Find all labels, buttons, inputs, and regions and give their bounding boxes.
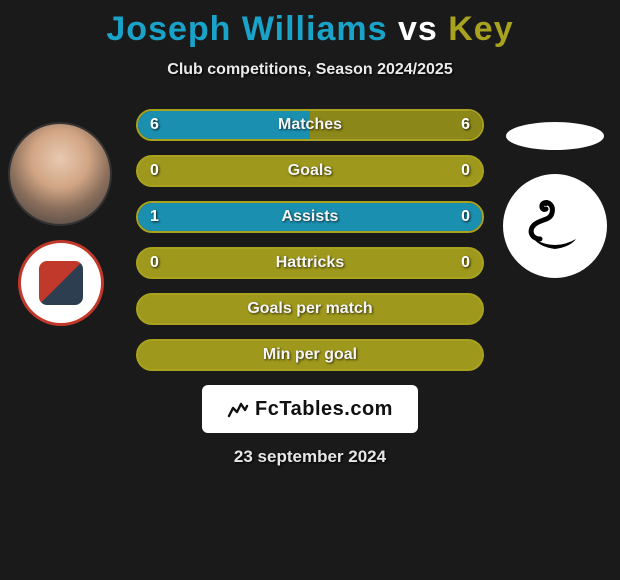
stat-row: Goals per match: [136, 293, 484, 325]
site-badge: FcTables.com: [202, 385, 418, 433]
stat-label: Matches: [138, 111, 482, 139]
left-avatars: [8, 122, 123, 340]
vs-label: vs: [398, 10, 438, 48]
stat-label: Goals per match: [138, 295, 482, 323]
stat-row: 00Goals: [136, 155, 484, 187]
player2-small-badge: [506, 122, 604, 150]
swan-icon: [520, 191, 590, 261]
stat-row: Min per goal: [136, 339, 484, 371]
stat-row: 10Assists: [136, 201, 484, 233]
player2-name: Key: [448, 10, 513, 48]
stat-label: Hattricks: [138, 249, 482, 277]
player1-photo: [8, 122, 112, 226]
right-avatars: [497, 122, 612, 278]
player1-club-badge: [18, 240, 104, 326]
snapshot-date: 23 september 2024: [0, 447, 620, 467]
stat-row: 00Hattricks: [136, 247, 484, 279]
stat-label: Assists: [138, 203, 482, 231]
player1-name: Joseph Williams: [106, 10, 387, 48]
stats-list: 66Matches 00Goals 10Assists 00Hattricks Goal…: [136, 109, 484, 371]
fctables-icon: [227, 398, 249, 420]
stat-label: Goals: [138, 157, 482, 185]
site-name: FcTables.com: [255, 398, 393, 421]
season-subtitle: Club competitions, Season 2024/2025: [0, 61, 620, 79]
stat-row: 66Matches: [136, 109, 484, 141]
stat-label: Min per goal: [138, 341, 482, 369]
comparison-title: Joseph Williams vs Key: [0, 0, 620, 49]
player2-club-badge: [503, 174, 607, 278]
